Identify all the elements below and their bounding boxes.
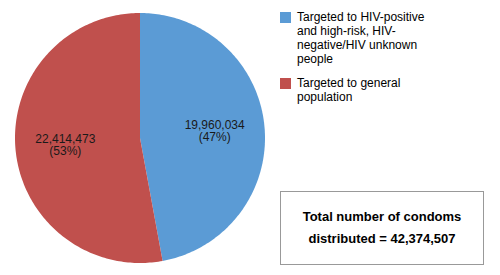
- svg-text:22,414,473(53%): 22,414,473(53%): [35, 132, 95, 158]
- svg-text:19,960,034(47%): 19,960,034(47%): [185, 118, 245, 144]
- html-text:Total number of condoms distri: Total number of condoms distributed = 42…: [302, 209, 462, 246]
- html-text:Targeted to HIV-positive and h: Targeted to HIV-positive and high-risk, …: [297, 10, 425, 66]
- html-text:Targeted to general population: Targeted to general population: [297, 76, 401, 104]
